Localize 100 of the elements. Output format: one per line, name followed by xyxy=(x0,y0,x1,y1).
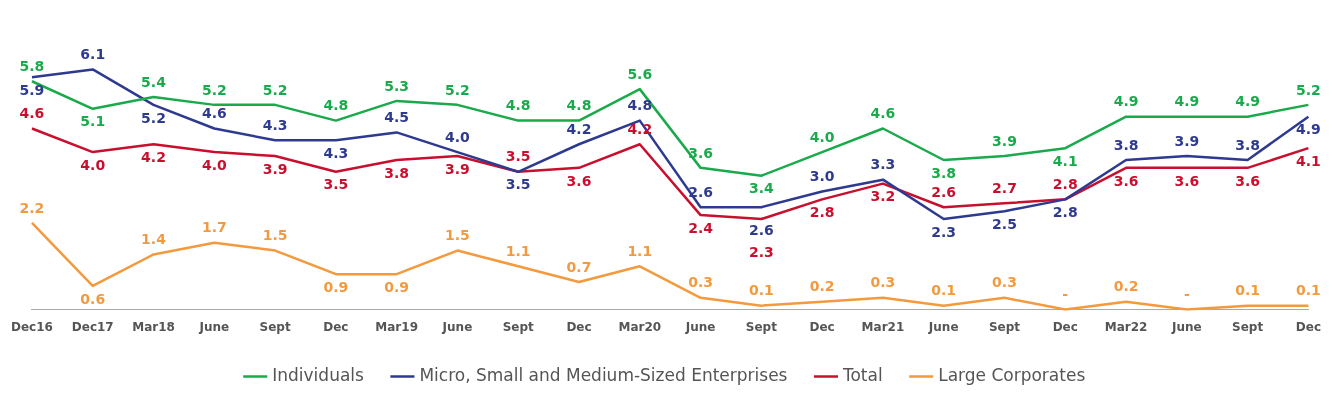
data-label: 0.3 xyxy=(688,274,713,291)
x-tick-label: Dec xyxy=(323,319,349,334)
x-tick-label: Mar20 xyxy=(618,319,662,334)
data-label: 0.6 xyxy=(80,290,106,307)
data-label: 0.2 xyxy=(1113,278,1139,295)
data-label: 4.2 xyxy=(566,120,592,137)
x-tick-label: Sept xyxy=(1232,319,1264,334)
data-label: 3.6 xyxy=(688,144,713,161)
data-label: 0.1 xyxy=(1295,282,1321,299)
data-label: 2.8 xyxy=(809,204,835,220)
data-label: 1.5 xyxy=(445,227,470,244)
data-label: 4.9 xyxy=(1174,93,1200,110)
data-label: 1.4 xyxy=(141,231,167,248)
data-label: 2.2 xyxy=(19,199,45,216)
data-label: 4.9 xyxy=(1295,121,1321,138)
x-tick-label: Mar18 xyxy=(132,319,175,334)
data-label: 4.9 xyxy=(1113,93,1139,110)
x-tick-label: Dec xyxy=(809,319,835,334)
data-label: 5.6 xyxy=(627,65,653,82)
legend-label: Individuals xyxy=(272,364,365,385)
data-label: 6.1 xyxy=(80,46,106,63)
data-label: 0.7 xyxy=(566,258,592,275)
data-label: 5.8 xyxy=(19,57,45,74)
x-tick-label: Dec xyxy=(1295,319,1321,334)
data-label: 0.3 xyxy=(992,274,1017,291)
x-tick-label: Mar21 xyxy=(861,319,905,334)
data-label: 0.1 xyxy=(1235,282,1261,299)
data-label: 1.1 xyxy=(505,242,531,259)
data-label: 5.1 xyxy=(80,113,106,130)
data-label: 2.6 xyxy=(748,221,774,238)
data-label: 3.5 xyxy=(505,148,531,165)
data-label: 3.9 xyxy=(445,160,470,177)
data-label: 3.5 xyxy=(323,176,349,193)
data-label: 0.3 xyxy=(870,274,896,291)
x-tick-label: June xyxy=(1170,319,1202,334)
data-label: 5.2 xyxy=(445,81,470,98)
x-tick-label: Sept xyxy=(502,319,535,334)
data-label: 0.9 xyxy=(323,278,349,295)
x-tick-label: Dec xyxy=(1052,319,1078,334)
data-label: 4.1 xyxy=(1295,152,1321,169)
data-label: 4.8 xyxy=(323,97,349,114)
legend-label: Micro, Small and Medium-Sized Enterprises xyxy=(419,364,788,385)
x-tick-label: June xyxy=(198,319,230,334)
data-label: 2.8 xyxy=(1052,204,1078,220)
data-label: 3.5 xyxy=(505,176,531,193)
data-label: 3.9 xyxy=(992,132,1017,149)
data-label: 3.8 xyxy=(1113,136,1139,153)
x-tick-label: Sept xyxy=(259,319,291,334)
data-label: 2.6 xyxy=(931,183,957,200)
data-label: 5.4 xyxy=(141,73,167,90)
data-label: 4.0 xyxy=(809,128,835,145)
x-tick-label: Dec16 xyxy=(11,319,53,334)
legend-label: Total xyxy=(841,364,883,385)
x-tick-label: Sept xyxy=(988,319,1021,334)
data-label: 3.8 xyxy=(1235,136,1261,153)
data-label: - xyxy=(1183,286,1190,303)
data-label: 4.0 xyxy=(201,156,227,173)
data-label: 3.6 xyxy=(1113,172,1139,189)
data-label: 5.2 xyxy=(141,109,166,126)
data-label: 2.3 xyxy=(748,243,774,260)
data-label: 4.3 xyxy=(262,116,288,133)
data-label: 2.4 xyxy=(688,219,714,236)
data-label: 4.5 xyxy=(384,109,410,126)
legend-label: Large Corporates xyxy=(938,364,1086,385)
data-label: 1.7 xyxy=(201,219,227,236)
data-label: - xyxy=(1062,286,1069,303)
data-label: 1.1 xyxy=(627,242,653,259)
data-label: 4.6 xyxy=(19,105,45,122)
data-label: 5.2 xyxy=(262,81,288,98)
data-label: 4.6 xyxy=(870,105,896,122)
data-label: 3.6 xyxy=(566,172,592,189)
data-label: 3.0 xyxy=(809,168,835,185)
data-label: 4.8 xyxy=(566,97,592,114)
data-label: 3.8 xyxy=(384,164,410,181)
data-label: 2.7 xyxy=(992,179,1017,196)
data-label: 2.8 xyxy=(1052,176,1078,192)
data-label: 4.1 xyxy=(1052,152,1078,169)
data-label: 3.6 xyxy=(1174,172,1200,189)
data-label: 3.8 xyxy=(931,164,957,181)
data-label: 4.8 xyxy=(505,97,531,114)
data-label: 0.2 xyxy=(809,278,835,295)
x-tick-label: Sept xyxy=(745,319,778,334)
data-label: 0.1 xyxy=(748,282,774,299)
data-label: 4.0 xyxy=(445,128,471,145)
data-label: 4.9 xyxy=(1235,93,1261,110)
data-label: 3.2 xyxy=(870,188,896,205)
data-label: 3.4 xyxy=(748,180,774,197)
data-label: 4.3 xyxy=(323,144,349,161)
data-label: 5.2 xyxy=(201,81,227,98)
data-label: 2.5 xyxy=(992,215,1017,232)
data-label: 1.5 xyxy=(262,227,288,244)
data-label: 4.2 xyxy=(141,148,166,165)
data-label: 0.1 xyxy=(931,282,957,299)
data-label: 0.9 xyxy=(384,278,410,295)
data-label: 3.3 xyxy=(870,156,896,173)
x-tick-label: June xyxy=(927,319,959,334)
data-label: 4.6 xyxy=(201,105,227,122)
x-tick-label: Dec xyxy=(566,319,592,334)
x-tick-label: June xyxy=(441,319,473,334)
data-label: 5.2 xyxy=(1295,81,1321,98)
